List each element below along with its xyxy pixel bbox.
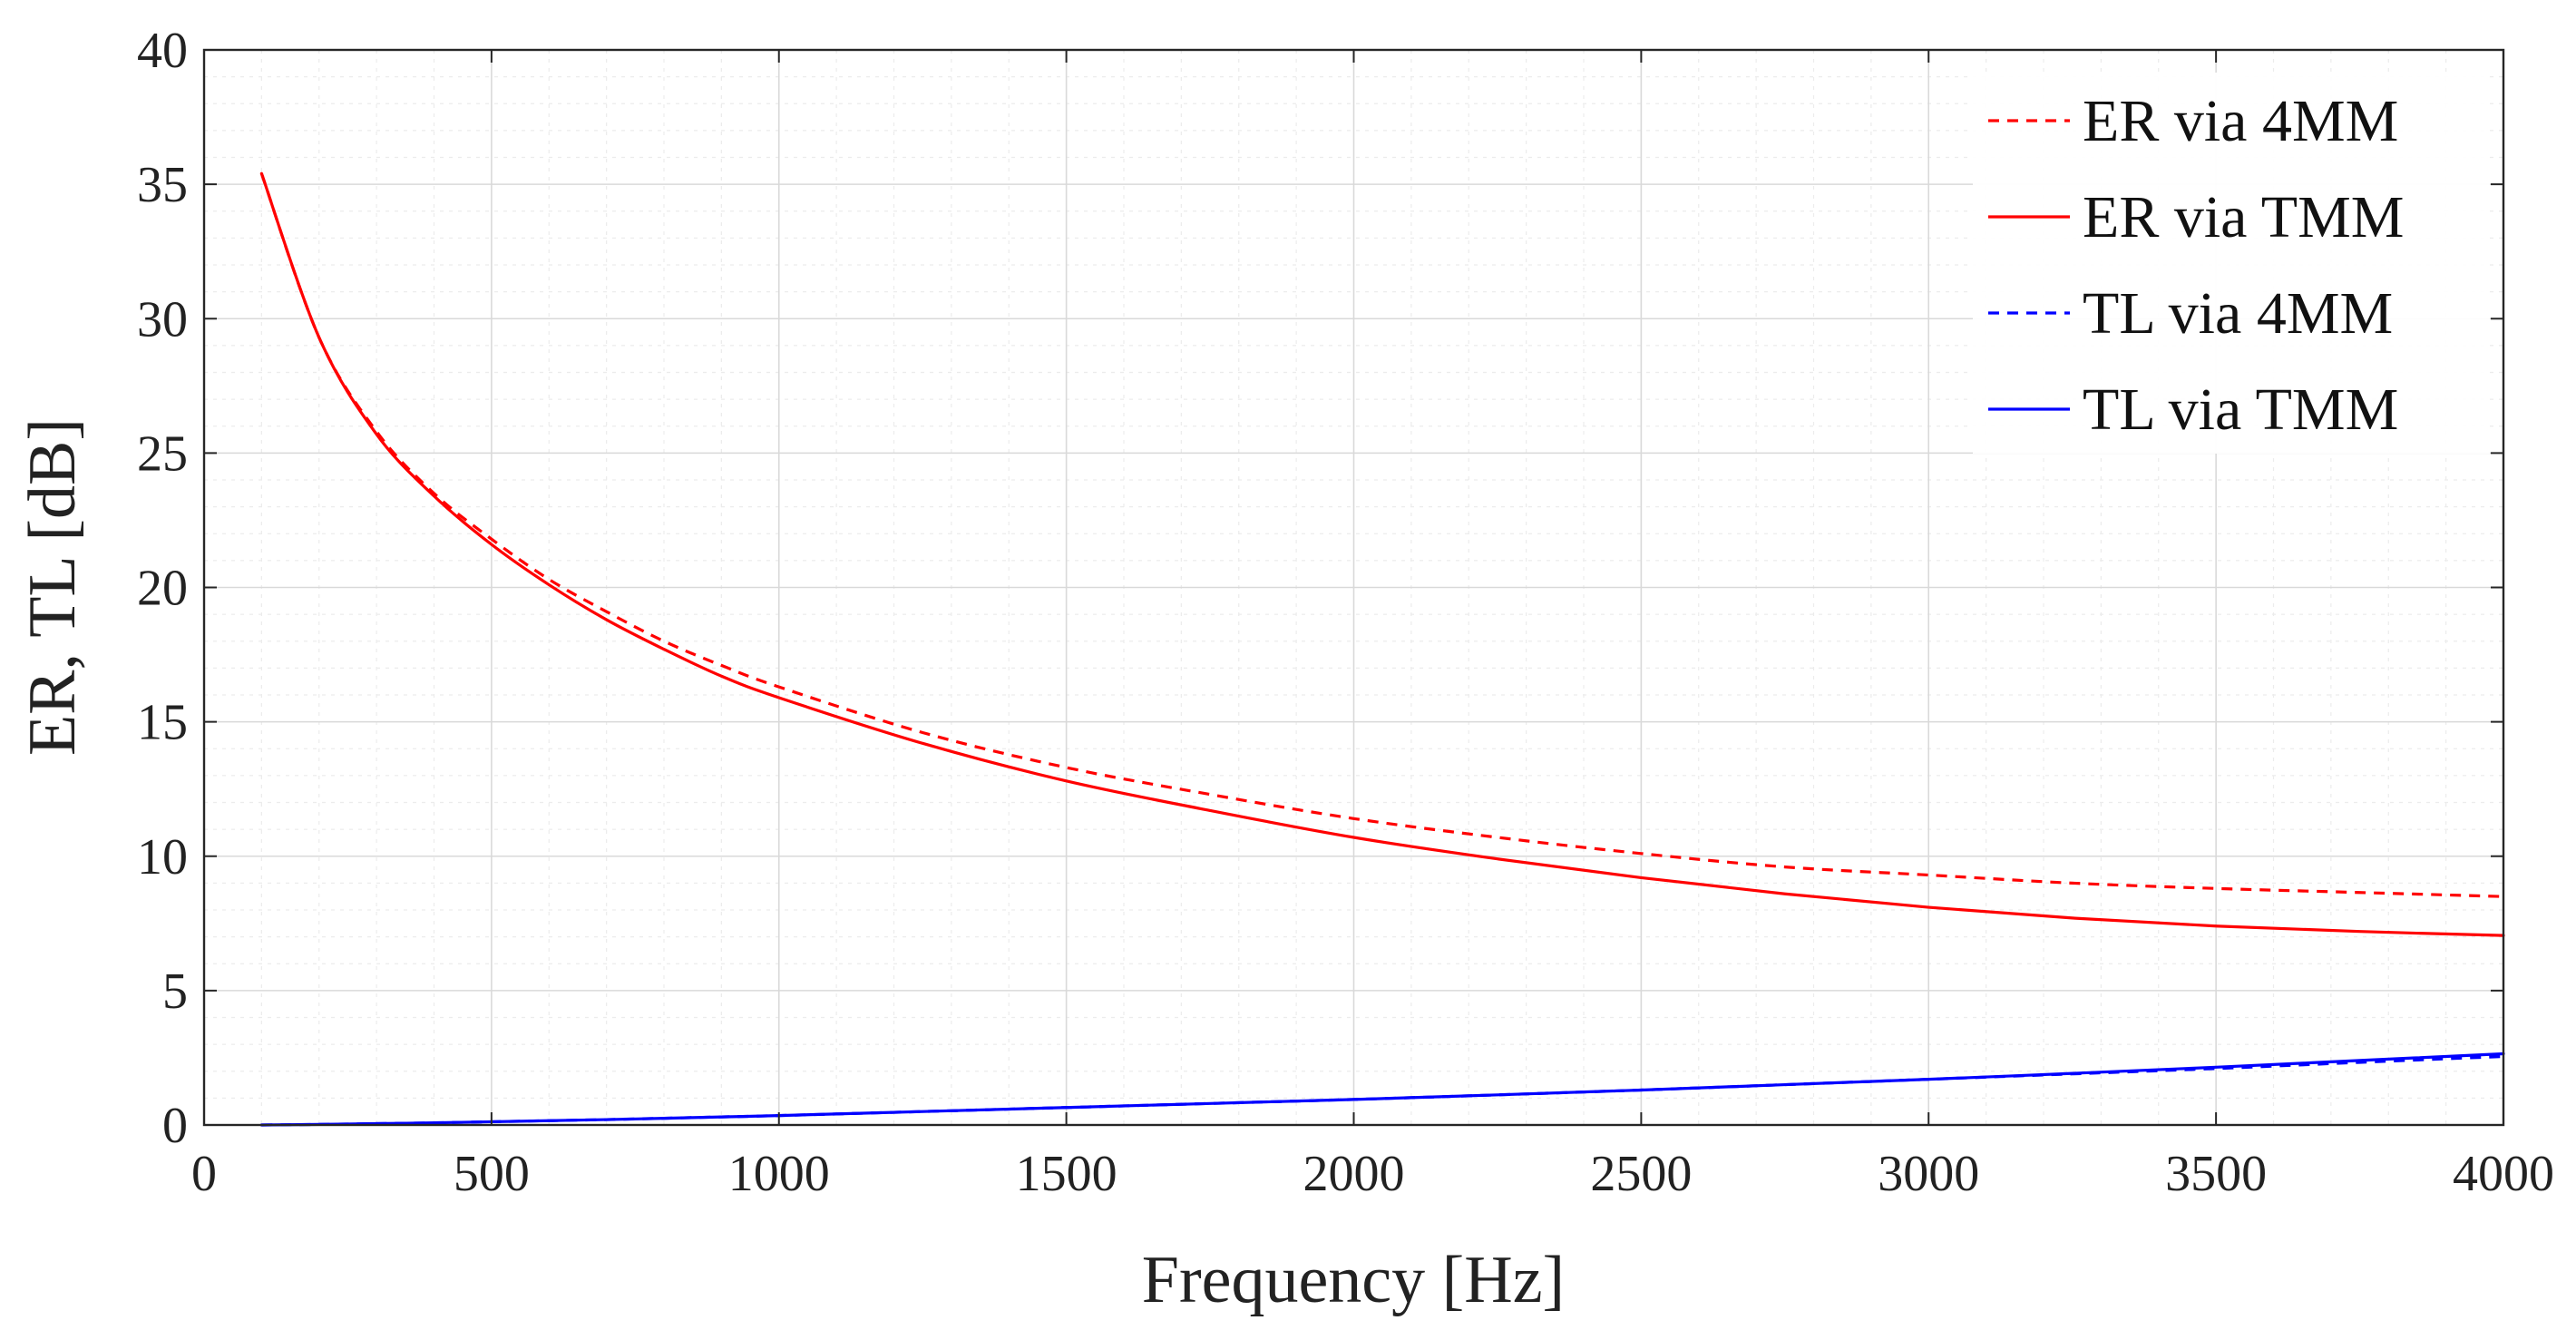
y-tick-label: 30: [137, 291, 188, 347]
legend-label: ER via TMM: [2083, 184, 2404, 250]
legend-entry-er-via-4mm: ER via 4MM: [1988, 88, 2398, 154]
series-line-er-via-4mm: [259, 172, 2504, 898]
x-tick-label: 3000: [1878, 1146, 1979, 1202]
x-axis-title: Frequency [Hz]: [1142, 1243, 1565, 1317]
legend-box: [1973, 73, 2490, 454]
y-tick-label: 20: [137, 561, 188, 617]
legend-label: TL via 4MM: [2083, 280, 2393, 347]
x-tick-label: 3500: [2165, 1146, 2267, 1202]
legend-label: TL via TMM: [2083, 377, 2398, 443]
x-tick-label: 1500: [1016, 1146, 1117, 1202]
y-tick-labels: 0 5 10 15 20 25 30 35 40: [137, 23, 188, 1154]
legend-entry-tl-via-4mm: TL via 4MM: [1988, 280, 2393, 347]
series-line-tl-via-tmm: [259, 1051, 2505, 1127]
legend-entry-tl-via-tmm: TL via TMM: [1988, 377, 2398, 443]
legend-entry-er-via-tmm: ER via TMM: [1988, 184, 2404, 250]
y-tick-label: 40: [137, 23, 188, 79]
legend-label: ER via 4MM: [2083, 88, 2398, 154]
y-tick-label: 15: [137, 695, 188, 751]
x-tick-label: 1000: [728, 1146, 830, 1202]
x-tick-label: 2500: [1590, 1146, 1692, 1202]
x-tick-label: 500: [454, 1146, 530, 1202]
x-tick-label: 2000: [1303, 1146, 1405, 1202]
y-tick-label: 10: [137, 829, 188, 885]
y-tick-label: 35: [137, 157, 188, 213]
tick-marks: [203, 49, 2504, 1126]
y-tick-label: 0: [162, 1098, 188, 1154]
y-tick-label: 5: [162, 963, 188, 1020]
x-tick-label: 0: [191, 1146, 217, 1202]
x-tick-label: 4000: [2453, 1146, 2554, 1202]
legend: ER via 4MM ER via TMM TL via 4MM TL via TMM: [1973, 73, 2490, 454]
series-lines: [259, 171, 2505, 1127]
x-tick-labels: 0 500 1000 1500 2000 2500 3000 3500 4000: [191, 1146, 2554, 1202]
y-axis-title: ER, TL [dB]: [15, 418, 90, 756]
y-tick-label: 25: [137, 425, 188, 482]
series-line-er-via-tmm: [259, 171, 2505, 937]
